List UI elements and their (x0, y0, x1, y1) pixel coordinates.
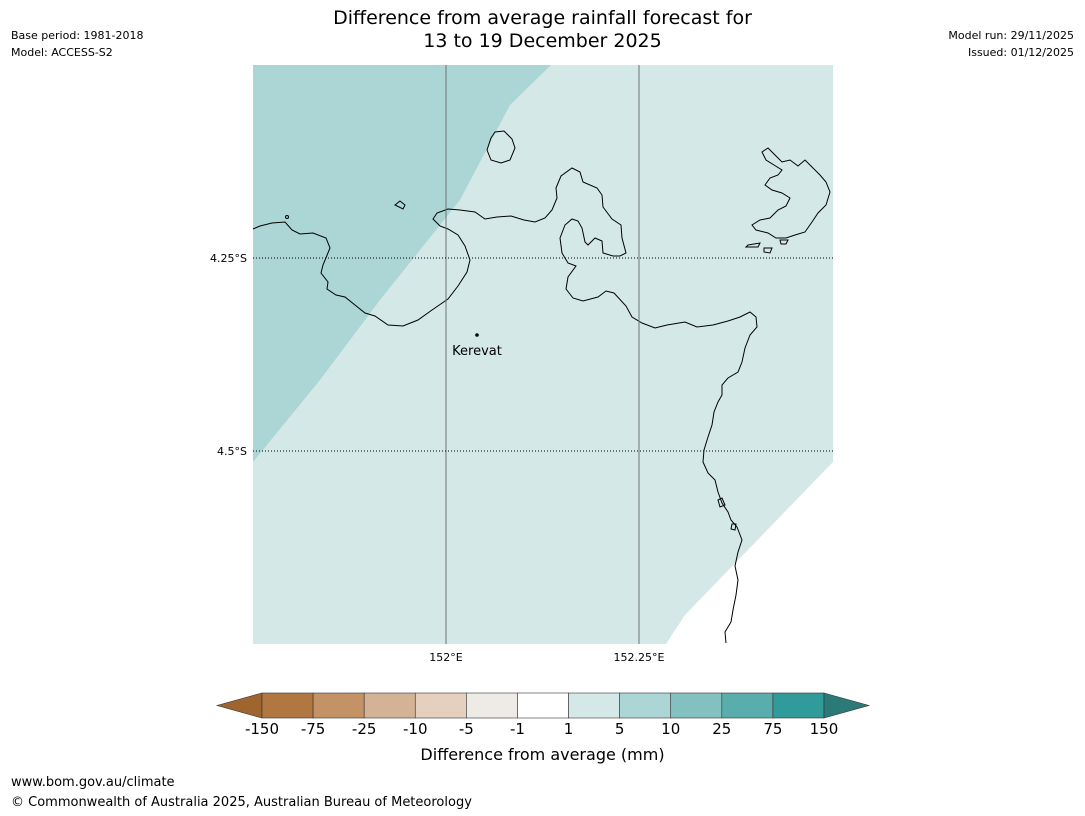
gridlines (253, 65, 833, 644)
colorbar-tick-label: -10 (403, 720, 428, 738)
colorbar-tick-label: 75 (763, 720, 783, 738)
colorbar-segment (466, 692, 518, 719)
colorbar-segment (772, 692, 825, 719)
title-line-1: Difference from average rainfall forecas… (333, 7, 752, 29)
colorbar-segment (517, 692, 569, 719)
colorbar-segment (414, 692, 467, 719)
colorbar-extend-high (823, 692, 871, 719)
colorbar-tick-label: -75 (300, 720, 326, 738)
colorbar-segment (363, 692, 416, 719)
issued-text: Issued: 01/12/2025 (967, 46, 1074, 59)
model-text: Model: ACCESS-S2 (11, 46, 113, 59)
colorbar-tick-label: 10 (661, 720, 681, 738)
place-marker (475, 333, 479, 337)
colorbar-segment (721, 692, 774, 719)
colorbar-segment (261, 692, 314, 719)
colorbar-segment (619, 692, 672, 719)
meta-right: Model run: 29/11/2025 Issued: 01/12/2025 (948, 27, 1074, 61)
title-line-2: 13 to 19 December 2025 (423, 30, 662, 52)
lon-label-152: 152°E (429, 651, 462, 664)
colorbar-tick-label: 25 (712, 720, 732, 738)
colorbar-segment (312, 692, 365, 719)
place-label: Kerevat (452, 344, 502, 359)
colorbar-segment (670, 692, 723, 719)
colorbar-tick-label: 5 (614, 720, 625, 738)
colorbar-tick-label: -150 (244, 720, 280, 738)
lon-label-152-25: 152.25°E (614, 651, 665, 664)
colorbar-tick-label: -25 (351, 720, 377, 738)
model-run-text: Model run: 29/11/2025 (948, 29, 1074, 42)
map-mid-band (253, 65, 551, 462)
colorbar-tick-label: -1 (509, 720, 525, 738)
colorbar-extend-low (215, 692, 263, 719)
colorbar-label: Difference from average (mm) (420, 745, 665, 764)
meta-left: Base period: 1981-2018 Model: ACCESS-S2 (11, 27, 143, 61)
coastline (252, 130, 831, 644)
page-title: Difference from average rainfall forecas… (0, 7, 1085, 53)
base-period-text: Base period: 1981-2018 (11, 29, 144, 42)
lat-label-4-5: 4.5°S (217, 445, 247, 458)
map-blank-area (666, 462, 833, 644)
colorbar-tick-label: 1 (563, 720, 574, 738)
footer-url: www.bom.gov.au/climate (11, 775, 175, 790)
footer-copyright: © Commonwealth of Australia 2025, Austra… (11, 795, 472, 810)
colorbar-segment (568, 692, 620, 719)
colorbar (215, 692, 871, 719)
lat-label-4-25: 4.25°S (210, 252, 247, 265)
colorbar-tick-label: -5 (458, 720, 474, 738)
colorbar-tick-label: 150 (809, 720, 839, 738)
